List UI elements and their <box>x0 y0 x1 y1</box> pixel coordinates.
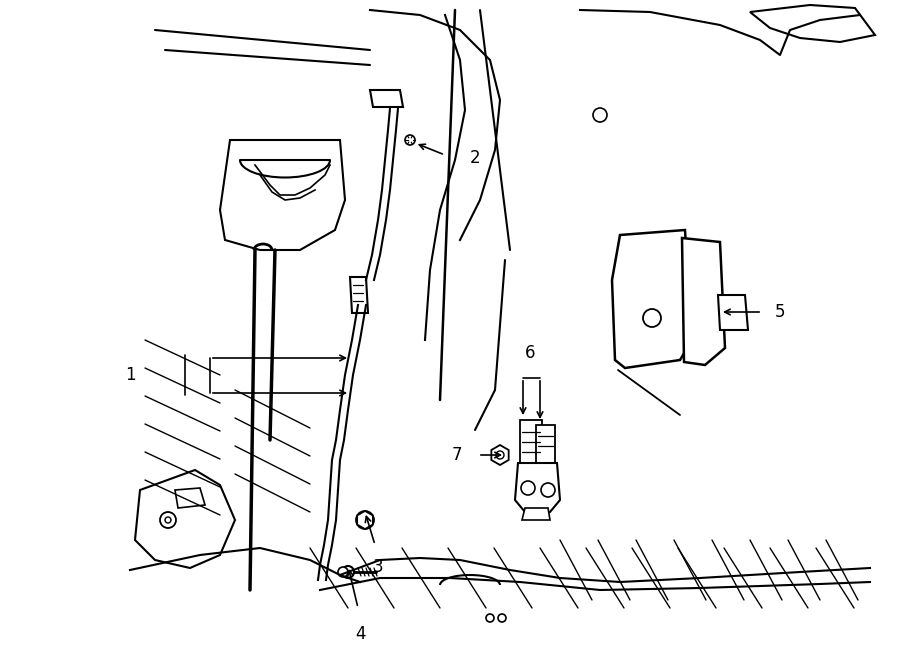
Circle shape <box>643 309 661 327</box>
Text: 5: 5 <box>775 303 786 321</box>
Circle shape <box>165 517 171 523</box>
Polygon shape <box>682 238 725 365</box>
Polygon shape <box>175 488 205 508</box>
Text: 6: 6 <box>525 344 535 362</box>
Polygon shape <box>370 90 403 107</box>
Text: 1: 1 <box>125 366 135 384</box>
Circle shape <box>498 614 506 622</box>
Text: 7: 7 <box>452 446 462 464</box>
Circle shape <box>338 567 348 577</box>
Polygon shape <box>135 470 235 568</box>
Circle shape <box>361 516 369 524</box>
Polygon shape <box>357 511 373 529</box>
Circle shape <box>496 451 504 459</box>
Polygon shape <box>536 425 555 465</box>
Circle shape <box>342 566 354 578</box>
Circle shape <box>593 108 607 122</box>
Polygon shape <box>520 420 542 465</box>
Polygon shape <box>491 445 508 465</box>
Text: 4: 4 <box>355 625 365 643</box>
Polygon shape <box>350 277 368 313</box>
Polygon shape <box>220 140 345 250</box>
Circle shape <box>405 135 415 145</box>
Circle shape <box>486 614 494 622</box>
Circle shape <box>356 511 374 529</box>
Circle shape <box>521 481 535 495</box>
Circle shape <box>541 483 555 497</box>
Polygon shape <box>522 508 550 520</box>
Polygon shape <box>612 230 692 368</box>
Circle shape <box>160 512 176 528</box>
Polygon shape <box>750 5 875 42</box>
Polygon shape <box>718 295 748 330</box>
Polygon shape <box>515 463 560 512</box>
Text: 2: 2 <box>470 149 481 167</box>
Text: 3: 3 <box>373 558 383 576</box>
